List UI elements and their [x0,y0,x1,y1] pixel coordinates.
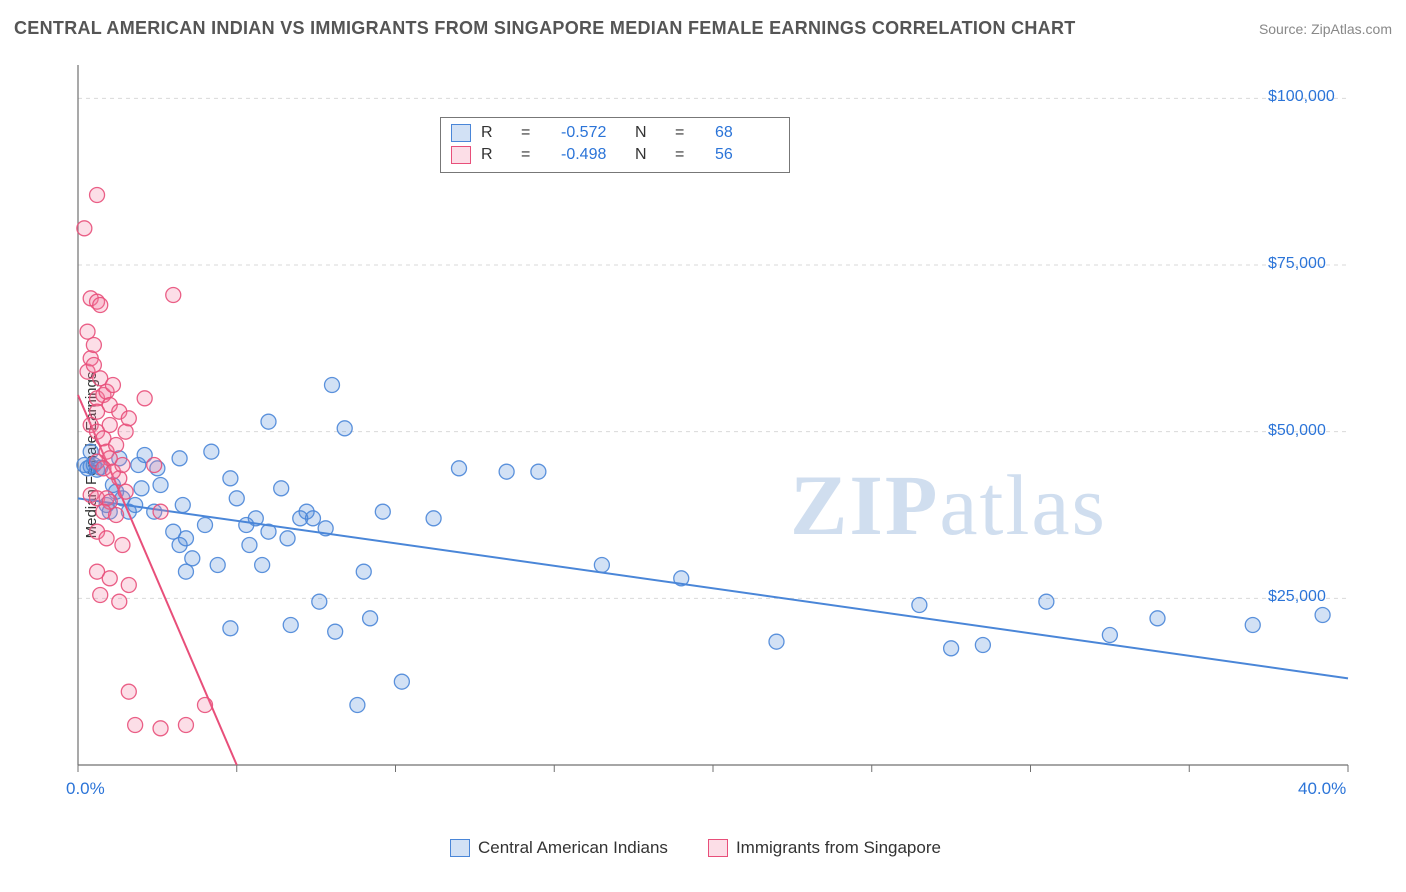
chart-title: CENTRAL AMERICAN INDIAN VS IMMIGRANTS FR… [14,18,1076,39]
chart-source: Source: ZipAtlas.com [1259,21,1392,37]
series-legend-label: Immigrants from Singapore [736,838,941,858]
x-axis-max-label: 40.0% [1298,779,1346,799]
legend-eq: = [521,122,551,144]
series-legend-item: Immigrants from Singapore [708,838,941,858]
correlation-legend: R = -0.572 N = 68 R = -0.498 N = 56 [440,117,790,173]
x-axis-min-label: 0.0% [66,779,105,799]
legend-row: R = -0.572 N = 68 [451,122,779,144]
legend-n-label: N [635,144,665,166]
legend-swatch [451,146,471,164]
legend-n-value: 68 [715,122,779,144]
y-tick-label: $50,000 [1268,422,1358,440]
legend-r-label: R [481,144,511,166]
source-label: Source: [1259,21,1307,37]
legend-swatch [450,839,470,857]
y-tick-label: $100,000 [1268,88,1358,106]
legend-r-value: -0.572 [561,122,625,144]
legend-eq: = [521,144,551,166]
legend-swatch [451,124,471,142]
legend-row: R = -0.498 N = 56 [451,144,779,166]
legend-r-label: R [481,122,511,144]
legend-eq: = [675,144,705,166]
series-legend: Central American Indians Immigrants from … [450,838,941,858]
legend-n-label: N [635,122,665,144]
legend-swatch [708,839,728,857]
chart-header: CENTRAL AMERICAN INDIAN VS IMMIGRANTS FR… [14,18,1392,39]
series-legend-item: Central American Indians [450,838,668,858]
y-tick-label: $75,000 [1268,255,1358,273]
legend-r-value: -0.498 [561,144,625,166]
y-tick-label: $25,000 [1268,588,1358,606]
series-legend-label: Central American Indians [478,838,668,858]
chart-area: Median Female Earnings ZIPatlas R=-0.572… [0,55,1406,855]
source-value: ZipAtlas.com [1311,21,1392,37]
legend-n-value: 56 [715,144,779,166]
legend-eq: = [675,122,705,144]
